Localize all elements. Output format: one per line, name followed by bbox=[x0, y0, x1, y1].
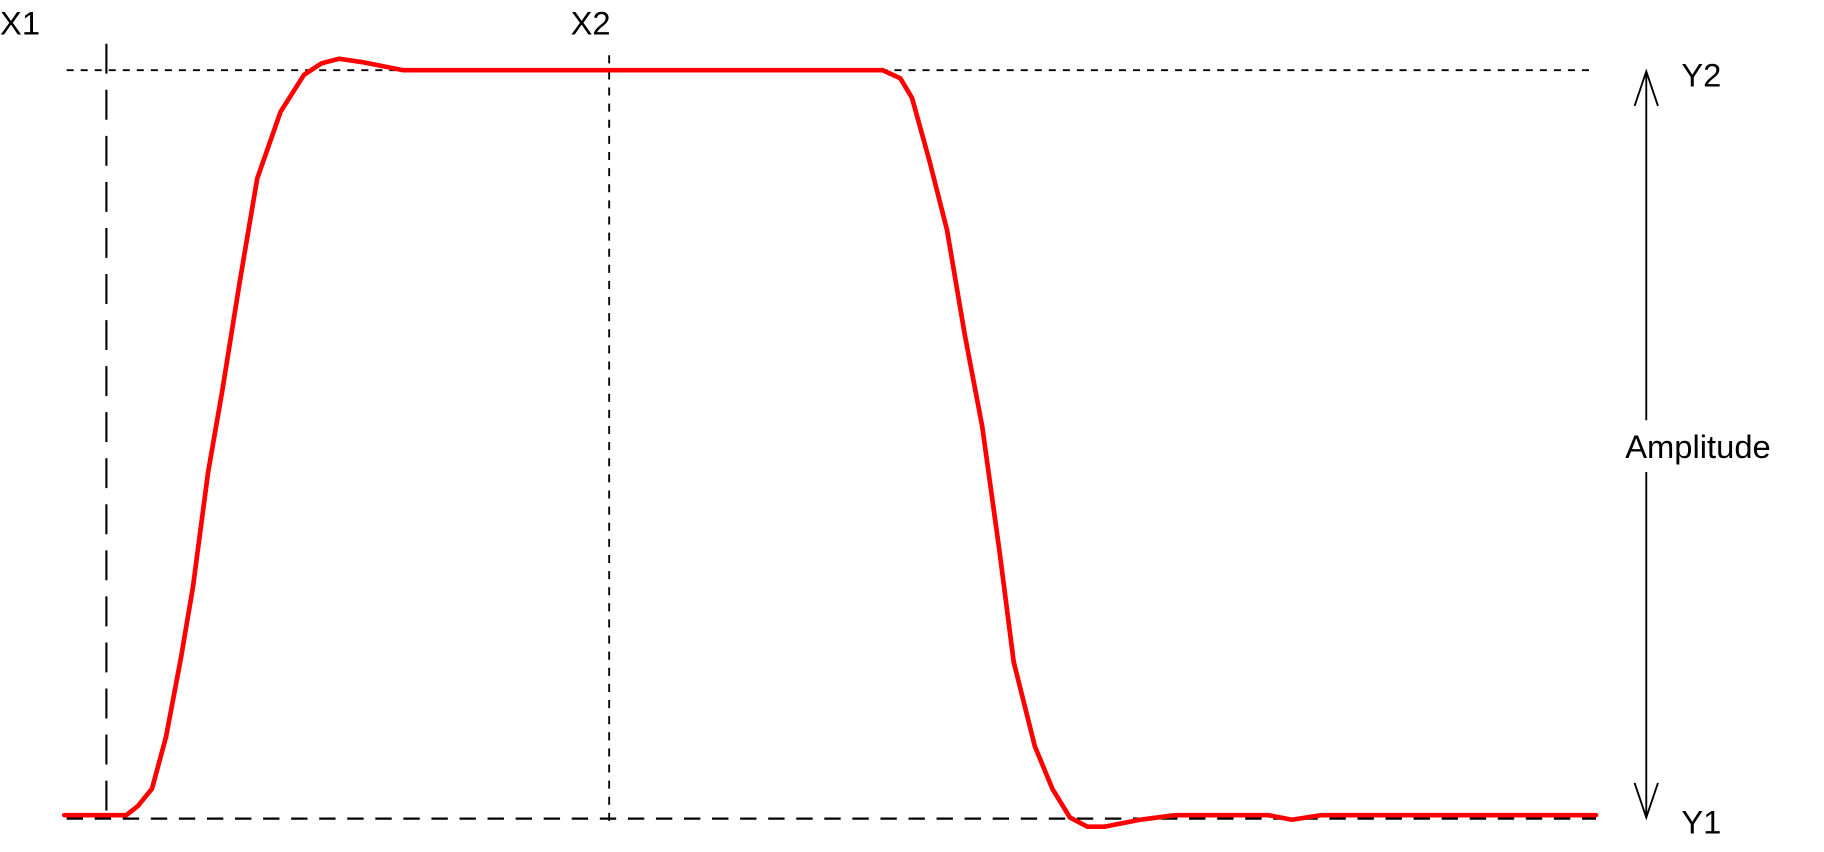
x2-label: X2 bbox=[571, 6, 611, 42]
arrow-down-icon bbox=[1633, 782, 1659, 821]
y2-label: Y2 bbox=[1681, 58, 1721, 94]
arrow-up-icon bbox=[1633, 68, 1659, 107]
amplitude-arrow bbox=[1633, 68, 1659, 821]
y1-label: Y1 bbox=[1681, 805, 1721, 841]
pulse-waveform bbox=[61, 56, 1599, 829]
amplitude-label: Amplitude bbox=[1625, 429, 1770, 465]
x1-label: X1 bbox=[0, 6, 40, 42]
